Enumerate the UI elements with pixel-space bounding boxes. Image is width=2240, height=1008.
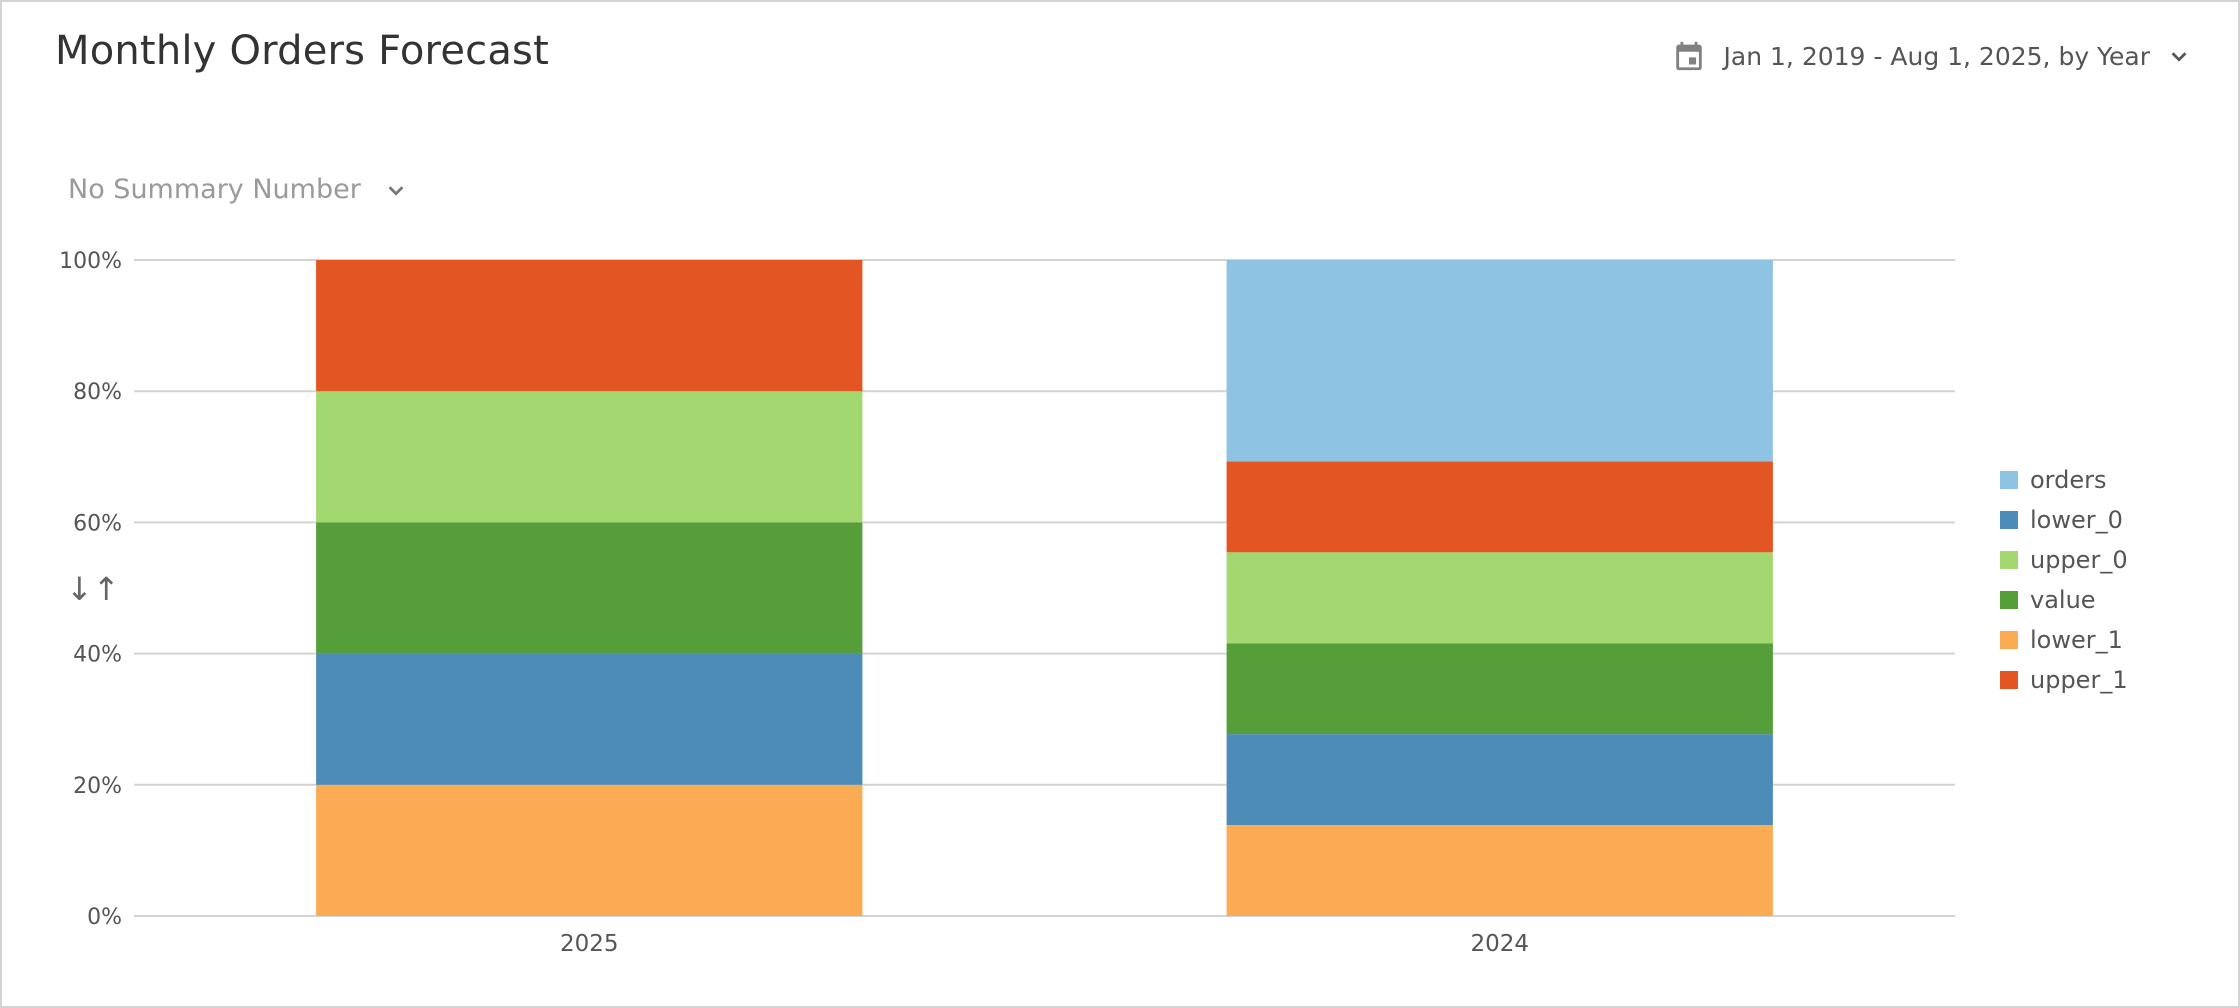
bar-segment-lower-1 [316, 784, 863, 916]
summary-number-selector[interactable]: No Summary Number [68, 174, 407, 205]
bar-segment-orders [1226, 260, 1773, 462]
y-tick-label: 20% [73, 774, 122, 799]
legend-item-lower-1[interactable]: lower_1 [2000, 626, 2128, 654]
sort-icon[interactable]: ↓↑ [66, 570, 120, 608]
legend-swatch [2000, 591, 2018, 609]
bar-segment-value [1226, 643, 1773, 735]
legend-label: value [2030, 586, 2096, 614]
legend-item-value[interactable]: value [2000, 586, 2128, 614]
legend-swatch [2000, 471, 2018, 489]
y-tick-label: 40% [73, 643, 122, 668]
x-tick-label: 2025 [560, 931, 619, 957]
legend-item-upper-1[interactable]: upper_1 [2000, 666, 2128, 694]
bar-segment-upper-0 [1226, 552, 1773, 644]
x-tick-label: 2024 [1470, 931, 1529, 957]
legend-item-orders[interactable]: orders [2000, 466, 2128, 494]
legend-item-lower-0[interactable]: lower_0 [2000, 506, 2128, 534]
date-range-label: Jan 1, 2019 - Aug 1, 2025, by Year [1723, 41, 2150, 71]
chevron-down-icon [388, 185, 404, 196]
bar-segment-upper-1 [1226, 461, 1773, 553]
bar-segment-value [316, 522, 863, 654]
legend-item-upper-0[interactable]: upper_0 [2000, 546, 2128, 574]
summary-label: No Summary Number [68, 174, 361, 205]
legend-swatch [2000, 511, 2018, 529]
bar-segment-upper-1 [316, 260, 863, 392]
bar-segment-lower-0 [316, 653, 863, 785]
legend-swatch [2000, 631, 2018, 649]
legend-label: lower_0 [2030, 506, 2123, 534]
bar-segment-lower-1 [1226, 825, 1773, 916]
y-tick-label: 60% [73, 511, 122, 536]
legend-label: lower_1 [2030, 626, 2123, 654]
legend-swatch [2000, 671, 2018, 689]
y-tick-label: 100% [59, 249, 122, 274]
chevron-down-icon [2171, 52, 2187, 62]
y-tick-label: 80% [73, 380, 122, 405]
legend-swatch [2000, 551, 2018, 569]
date-range-selector[interactable]: Jan 1, 2019 - Aug 1, 2025, by Year [1672, 36, 2190, 76]
bar-segment-lower-0 [1226, 734, 1773, 826]
legend-label: upper_1 [2030, 666, 2128, 694]
bar-segment-upper-0 [316, 391, 863, 523]
legend-label: upper_0 [2030, 546, 2128, 574]
page-title: Monthly Orders Forecast [55, 28, 549, 74]
calendar-icon [1675, 41, 1702, 71]
y-tick-label: 0% [87, 905, 122, 930]
legend-label: orders [2030, 466, 2107, 494]
